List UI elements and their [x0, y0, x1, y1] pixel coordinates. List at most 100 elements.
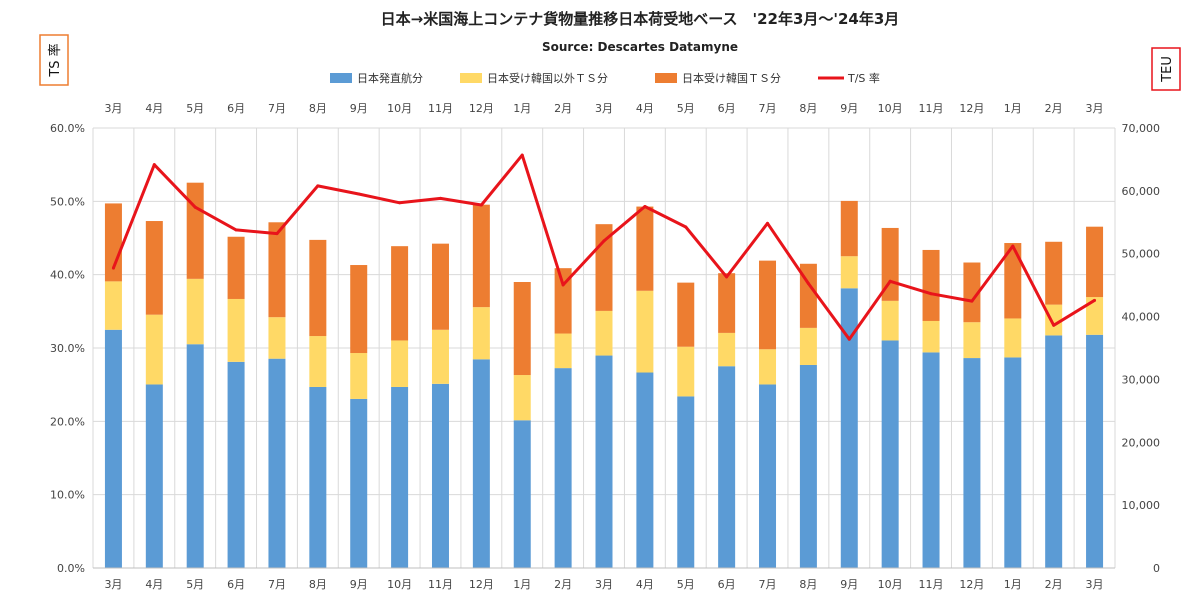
- bar-segment: [963, 262, 981, 323]
- x-tick-label-bottom: 11月: [919, 578, 944, 591]
- ts-rate-point: [479, 203, 483, 207]
- y-left-tick-label: 30.0%: [50, 342, 85, 355]
- x-tick-label-top: 8月: [309, 102, 327, 115]
- bar-segment: [268, 358, 286, 568]
- bar-segment: [350, 265, 368, 354]
- bar-segment: [881, 340, 899, 568]
- bar-segment: [881, 300, 899, 341]
- bar-segment: [1086, 226, 1104, 298]
- legend-swatch: [460, 73, 482, 83]
- x-tick-label-top: 12月: [959, 102, 984, 115]
- x-tick-label-top: 3月: [104, 102, 122, 115]
- y-right-tick-label: 30,000: [1122, 373, 1161, 386]
- ts-rate-point: [684, 225, 688, 229]
- bar-segment: [268, 222, 286, 318]
- x-tick-label-top: 7月: [759, 102, 777, 115]
- ts-rate-point: [234, 228, 238, 232]
- y-left-tick-label: 10.0%: [50, 489, 85, 502]
- x-tick-label-top: 3月: [1086, 102, 1104, 115]
- bar-segment: [104, 203, 122, 282]
- bar-segment: [431, 329, 449, 384]
- bar-segment: [104, 329, 122, 568]
- bar-segment: [759, 260, 777, 350]
- bar-segment: [431, 383, 449, 568]
- x-tick-label-top: 7月: [268, 102, 286, 115]
- bar-segment: [677, 346, 695, 397]
- titles: 日本→米国海上コンテナ貨物量推移日本荷受地ベース '22年3月～'24年3月 S…: [381, 10, 900, 54]
- legend-item-ts-other: 日本受け韓国以外ＴＳ分: [487, 71, 608, 85]
- bar-segment: [227, 298, 245, 362]
- bar-segment: [554, 368, 572, 568]
- ts-rate-point: [1052, 323, 1056, 327]
- x-tick-label-bottom: 8月: [799, 578, 817, 591]
- y-left-tick-label: 20.0%: [50, 415, 85, 428]
- x-tick-label-top: 4月: [636, 102, 654, 115]
- bar-segment: [840, 200, 858, 257]
- bar-segment: [636, 372, 654, 568]
- bar-segment: [595, 355, 613, 568]
- y-left-tick-label: 40.0%: [50, 269, 85, 282]
- bar-segment: [350, 398, 368, 568]
- bar-segment: [1045, 241, 1063, 305]
- bar-segment: [922, 249, 940, 321]
- x-tick-label-top: 11月: [919, 102, 944, 115]
- bar-segment: [513, 282, 531, 376]
- ts-rate-point: [806, 281, 810, 285]
- x-tick-label-bottom: 4月: [145, 578, 163, 591]
- bar-segment: [799, 327, 817, 365]
- bar-segment: [472, 359, 490, 568]
- x-tick-label-top: 9月: [840, 102, 858, 115]
- legend-swatch: [330, 73, 352, 83]
- bar-segment: [677, 396, 695, 568]
- right-axis-label: TEU: [1160, 56, 1175, 83]
- bar-segment: [391, 246, 409, 341]
- x-tick-label-bottom: 3月: [595, 578, 613, 591]
- y-left-tick-label: 60.0%: [50, 122, 85, 135]
- bar-segment: [1004, 357, 1022, 568]
- x-tick-label-bottom: 2月: [554, 578, 572, 591]
- bar-segment: [309, 386, 327, 568]
- right-axis-label-box: TEU: [1151, 47, 1181, 91]
- x-tick-label-top: 1月: [513, 102, 531, 115]
- x-tick-label-bottom: 4月: [636, 578, 654, 591]
- bar-segment: [1086, 334, 1104, 568]
- bar-segment: [799, 364, 817, 568]
- bar-segment: [963, 358, 981, 568]
- x-tick-label-bottom: 11月: [428, 578, 453, 591]
- y-left-tick-label: 50.0%: [50, 195, 85, 208]
- y-right-tick-label: 10,000: [1122, 499, 1161, 512]
- x-tick-label-bottom: 5月: [186, 578, 204, 591]
- bar-segment: [759, 349, 777, 385]
- bar-segment: [227, 236, 245, 299]
- bar-segment: [1004, 318, 1022, 358]
- y-right-tick-label: 50,000: [1122, 248, 1161, 261]
- bar-segment: [472, 307, 490, 360]
- y-right-tick-label: 20,000: [1122, 436, 1161, 449]
- ts-rate-point: [1093, 298, 1097, 302]
- x-tick-label-bottom: 10月: [387, 578, 412, 591]
- x-tick-label-bottom: 6月: [227, 578, 245, 591]
- x-tick-label-top: 2月: [554, 102, 572, 115]
- bar-segment: [963, 322, 981, 359]
- bar-segment: [104, 281, 122, 330]
- x-tick-label-top: 3月: [595, 102, 613, 115]
- bar-segment: [186, 182, 204, 279]
- bar-segment: [350, 353, 368, 399]
- x-tick-label-bottom: 9月: [350, 578, 368, 591]
- bar-segment: [391, 386, 409, 568]
- x-tick-label-bottom: 1月: [513, 578, 531, 591]
- ts-rate-point: [888, 279, 892, 283]
- x-tick-label-bottom: 2月: [1045, 578, 1063, 591]
- ts-rate-point: [193, 205, 197, 209]
- ts-rate-point: [970, 299, 974, 303]
- bar-segment: [513, 420, 531, 568]
- x-tick-label-top: 11月: [428, 102, 453, 115]
- x-tick-label-top: 1月: [1004, 102, 1022, 115]
- ts-rate-point: [847, 337, 851, 341]
- ts-rate-point: [275, 232, 279, 236]
- ts-rate-point: [1011, 244, 1015, 248]
- ts-rate-point: [398, 201, 402, 205]
- ts-rate-point: [111, 266, 115, 270]
- x-tick-label-bottom: 9月: [840, 578, 858, 591]
- bar-segment: [145, 384, 163, 568]
